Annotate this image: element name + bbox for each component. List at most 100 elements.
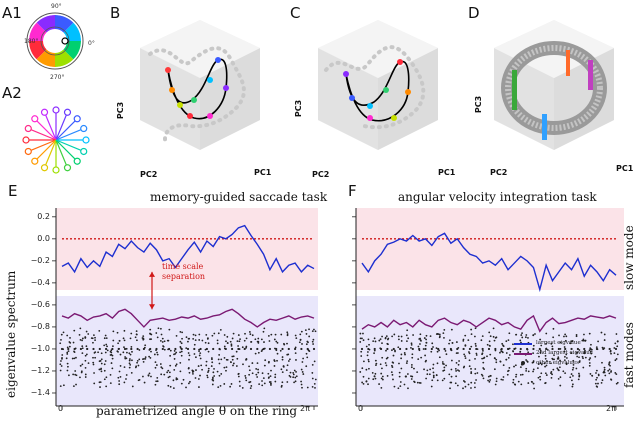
other-eigenvalue-point <box>513 347 516 351</box>
other-eigenvalue-point <box>109 354 112 356</box>
other-eigenvalue-point <box>374 359 377 362</box>
other-eigenvalue-point <box>308 350 311 353</box>
other-eigenvalue-point <box>392 347 395 351</box>
other-eigenvalue-point <box>533 387 536 390</box>
other-eigenvalue-point <box>256 340 259 343</box>
other-eigenvalue-point <box>570 340 573 343</box>
other-eigenvalue-point <box>512 378 515 381</box>
other-eigenvalue-point <box>508 354 511 356</box>
other-eigenvalue-point <box>193 353 196 355</box>
other-eigenvalue-point <box>180 347 183 351</box>
other-eigenvalue-point <box>130 332 133 335</box>
other-eigenvalue-point <box>577 378 580 381</box>
other-eigenvalue-point <box>495 361 498 364</box>
other-eigenvalue-point <box>237 373 240 375</box>
other-eigenvalue-point <box>399 347 402 351</box>
other-eigenvalue-point <box>156 377 159 379</box>
other-eigenvalue-point <box>464 355 466 358</box>
other-eigenvalue-point <box>576 351 579 354</box>
other-eigenvalue-point <box>295 359 297 361</box>
direction-target <box>63 108 72 116</box>
other-eigenvalue-point <box>475 379 477 381</box>
other-eigenvalue-point <box>112 330 115 333</box>
other-eigenvalue-point <box>281 358 284 361</box>
other-eigenvalue-point <box>155 380 158 383</box>
other-eigenvalue-point <box>411 347 414 351</box>
other-eigenvalue-point <box>563 346 566 348</box>
other-eigenvalue-point <box>128 366 131 369</box>
other-eigenvalue-point <box>540 363 543 366</box>
other-eigenvalue-point <box>575 367 578 370</box>
other-eigenvalue-point <box>216 342 219 345</box>
ytick-label: 0.0 <box>37 233 50 243</box>
other-eigenvalue-point <box>407 387 409 390</box>
other-eigenvalue-point <box>493 368 496 371</box>
other-eigenvalue-point <box>500 378 503 381</box>
other-eigenvalue-point <box>520 334 523 336</box>
separation-line-1: time scale <box>162 262 204 271</box>
other-eigenvalue-point <box>286 331 289 334</box>
other-eigenvalue-point <box>59 342 62 345</box>
other-eigenvalue-point <box>603 368 606 371</box>
other-eigenvalue-point <box>241 346 244 349</box>
separation-arrowhead-up <box>149 271 155 277</box>
other-eigenvalue-point <box>432 367 434 370</box>
other-eigenvalue-point <box>256 362 259 365</box>
other-eigenvalue-point <box>375 362 378 365</box>
other-eigenvalue-point <box>495 377 498 380</box>
x-axis-label: parametrized angle θ on the ring <box>96 404 298 418</box>
other-eigenvalue-point <box>432 346 434 348</box>
other-eigenvalue-point <box>193 347 196 351</box>
other-eigenvalue-point <box>615 333 618 335</box>
direction-ray <box>55 127 84 141</box>
other-eigenvalue-point <box>168 375 171 378</box>
other-eigenvalue-point <box>156 336 159 339</box>
panel-label-e: E <box>8 182 18 200</box>
other-eigenvalue-point <box>66 362 69 365</box>
other-eigenvalue-point <box>270 369 272 372</box>
other-eigenvalue-point <box>207 342 210 345</box>
other-eigenvalue-point <box>218 347 221 351</box>
other-eigenvalue-point <box>448 342 450 345</box>
other-eigenvalue-point <box>608 372 611 375</box>
other-eigenvalue-point <box>458 360 460 362</box>
other-eigenvalue-point <box>443 369 446 372</box>
other-eigenvalue-point <box>488 380 491 383</box>
other-eigenvalue-point <box>213 367 215 370</box>
other-eigenvalue-point <box>482 377 485 380</box>
direction-target <box>82 136 90 144</box>
other-eigenvalue-point <box>527 351 530 354</box>
other-eigenvalue-point <box>524 336 527 339</box>
other-eigenvalue-point <box>608 363 610 366</box>
other-eigenvalue-point <box>532 334 535 336</box>
other-eigenvalue-point <box>216 370 219 373</box>
other-eigenvalue-point <box>515 373 518 376</box>
other-eigenvalue-point <box>142 347 145 351</box>
other-eigenvalue-point <box>111 354 114 357</box>
other-eigenvalue-point <box>119 365 122 367</box>
other-eigenvalue-point <box>557 377 560 380</box>
other-eigenvalue-point <box>207 371 209 374</box>
other-eigenvalue-point <box>609 350 612 353</box>
other-eigenvalue-point <box>362 382 365 385</box>
other-eigenvalue-point <box>559 376 562 379</box>
other-eigenvalue-point <box>443 366 446 369</box>
other-eigenvalue-point <box>527 337 529 339</box>
other-eigenvalue-point <box>211 334 214 337</box>
other-eigenvalue-point <box>293 369 296 372</box>
other-eigenvalue-point <box>385 349 387 352</box>
other-eigenvalue-point <box>81 363 84 366</box>
other-eigenvalue-point <box>550 372 552 374</box>
other-eigenvalue-point <box>126 351 128 354</box>
other-eigenvalue-point <box>273 338 276 341</box>
other-eigenvalue-point <box>251 334 254 337</box>
other-eigenvalue-point <box>494 383 497 386</box>
other-eigenvalue-point <box>540 344 543 347</box>
other-eigenvalue-point <box>160 373 163 376</box>
other-eigenvalue-point <box>135 330 138 333</box>
other-eigenvalue-point <box>527 382 530 384</box>
other-eigenvalue-point <box>411 356 414 359</box>
other-eigenvalue-point <box>314 387 316 389</box>
other-eigenvalue-point <box>103 344 106 347</box>
other-eigenvalue-point <box>385 364 388 367</box>
